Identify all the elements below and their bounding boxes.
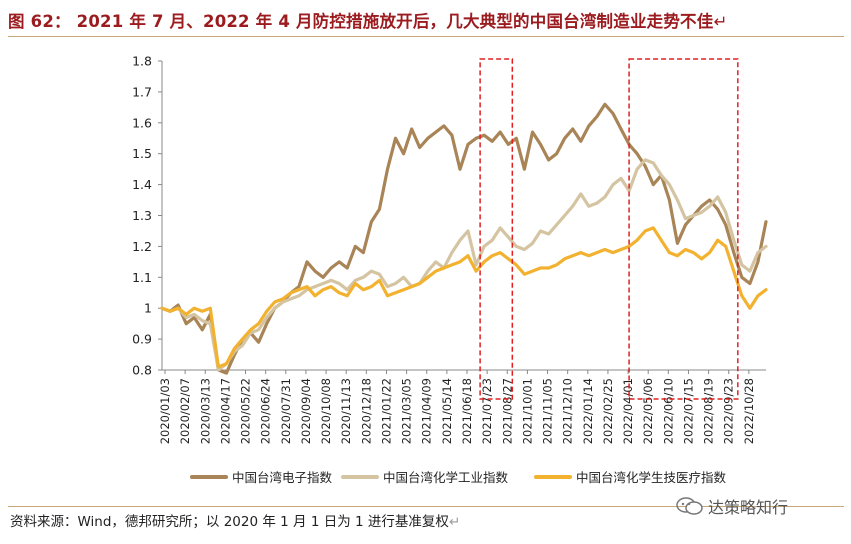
x-tick-label: 2021/12/10 <box>561 378 575 444</box>
y-tick-label: 1.4 <box>132 177 152 192</box>
series-line-2 <box>160 158 768 372</box>
x-tick-label: 2022/04/01 <box>621 378 635 444</box>
x-tick-label: 2020/07/31 <box>279 378 293 444</box>
watermark-text: 达策略知行 <box>708 498 789 517</box>
x-tick-label: 2021/10/01 <box>520 378 534 444</box>
x-tick-label: 2021/01/22 <box>379 378 393 444</box>
x-tick-label: 2021/11/05 <box>541 378 555 444</box>
y-tick-label: 1.2 <box>132 239 152 254</box>
wechat-icon <box>676 497 703 515</box>
source-note: 资料来源：Wind，德邦研究所；以 2020 年 1 月 1 日为 1 进行基准… <box>10 510 460 530</box>
x-tick-label: 2022/09/23 <box>722 378 736 444</box>
x-tick-label: 2021/06/18 <box>460 378 474 444</box>
x-tick-label: 2020/12/18 <box>359 378 373 444</box>
x-tick-label: 2020/11/13 <box>339 378 353 444</box>
figure-title-text: 2021 年 7 月、2022 年 4 月防控措施放开后，几大典型的中国台湾制造… <box>76 12 714 31</box>
x-tick-label: 2021/05/14 <box>440 378 454 444</box>
paragraph-mark: ↵ <box>713 12 728 31</box>
x-tick-label: 2020/09/04 <box>299 378 313 444</box>
y-tick-label: 1.7 <box>132 84 152 99</box>
series-line-1 <box>160 102 768 375</box>
x-tick-label: 2022/02/25 <box>601 378 615 444</box>
highlight-box-1 <box>479 58 514 400</box>
x-tick-label: 2022/01/14 <box>581 378 595 444</box>
source-text: 资料来源：Wind，德邦研究所；以 2020 年 1 月 1 日为 1 进行基准… <box>10 514 449 530</box>
x-tick-label: 2021/03/05 <box>400 378 414 444</box>
source-divider <box>8 506 844 507</box>
x-tick-label: 2020/02/07 <box>178 378 192 444</box>
x-tick-label: 2021/07/23 <box>480 378 494 444</box>
y-tick-label: 1.3 <box>132 208 152 223</box>
watermark: 达策略知行 <box>676 494 788 518</box>
x-tick-label: 2020/01/03 <box>158 378 172 444</box>
y-tick-label: 1.8 <box>132 54 152 69</box>
y-tick-label: 0.9 <box>132 332 152 347</box>
legend-label-2: 中国台湾化学工业指数 <box>383 470 509 485</box>
legend-label-1: 中国台湾电子指数 <box>232 470 333 485</box>
y-tick-label: 1.6 <box>132 115 152 130</box>
x-tick-label: 2022/05/06 <box>641 378 655 444</box>
series-line-3 <box>160 226 768 369</box>
x-tick-label: 2020/04/17 <box>218 378 232 444</box>
title-divider <box>8 36 844 37</box>
x-tick-label: 2022/08/19 <box>702 378 716 444</box>
x-tick-label: 2022/06/10 <box>661 378 675 444</box>
x-tick-label: 2022/07/15 <box>681 378 695 444</box>
x-tick-label: 2020/03/13 <box>198 378 212 444</box>
y-tick-label: 1.5 <box>132 146 152 161</box>
x-tick-label: 2020/10/08 <box>319 378 333 444</box>
figure-title-prefix: 图 62： <box>8 12 71 31</box>
x-tick-label: 2020/05/22 <box>239 378 253 444</box>
x-tick-label: 2021/08/27 <box>500 378 514 444</box>
y-tick-label: 1 <box>144 301 152 316</box>
figure-title: 图 62： 2021 年 7 月、2022 年 4 月防控措施放开后，几大典型的… <box>8 8 844 32</box>
legend-label-3: 中国台湾化学生技医疗指数 <box>576 470 727 485</box>
y-tick-label: 1.1 <box>132 270 152 285</box>
x-tick-label: 2022/10/28 <box>742 378 756 444</box>
x-tick-label: 2021/04/09 <box>420 378 434 444</box>
source-paragraph-mark: ↵ <box>448 514 461 530</box>
line-chart: 0.8 0.9 1 1.1 1.2 1.3 1.4 1.5 1.6 1.7 1.8 2020/01/0… <box>132 54 768 485</box>
y-tick-label: 0.8 <box>132 363 152 378</box>
x-tick-label: 2020/06/24 <box>259 378 273 444</box>
